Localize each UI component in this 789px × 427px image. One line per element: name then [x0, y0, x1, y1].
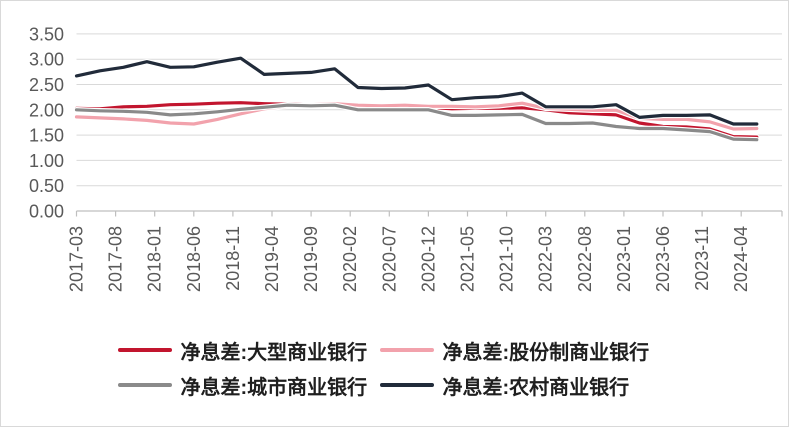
legend-swatch-rural-commercial-banks [379, 383, 434, 387]
legend-label: 净息差:股份制商业银行 [442, 341, 650, 364]
legend-swatch-city-commercial-banks [117, 383, 172, 387]
legend-item-large-commercial-banks: 净息差:大型商业银行 [117, 337, 380, 364]
x-axis-tick-label: 2018-11 [223, 226, 243, 291]
legend-label: 净息差:城市商业银行 [180, 376, 368, 399]
x-axis-tick-label: 2021-05 [458, 226, 478, 292]
legend-item-city-commercial-banks: 净息差:城市商业银行 [117, 372, 380, 399]
x-axis-tick-label: 2020-12 [418, 226, 438, 292]
x-axis-tick-label: 2024-04 [731, 226, 751, 292]
legend-item-joint-stock-commercial-banks: 净息差:股份制商业银行 [379, 337, 672, 364]
y-axis-tick-label: 1.00 [29, 151, 64, 171]
x-axis-tick-label: 2017-03 [67, 226, 87, 292]
x-axis-tick-label: 2018-06 [184, 226, 204, 292]
legend-label: 净息差:农村商业银行 [442, 376, 630, 399]
x-axis-labels: 2017-03 2017-08 2018-01 2018-06 2018-11 2019-… [67, 226, 752, 292]
x-axis-tick-label: 2017-08 [106, 226, 126, 292]
x-axis-tick-label: 2018-01 [145, 226, 165, 292]
x-axis-tick-label: 2023-11 [692, 226, 712, 291]
y-axis-tick-label: 0.00 [29, 202, 64, 222]
x-axis-tick-label: 2023-01 [614, 226, 634, 292]
x-axis-tick-label: 2023-06 [653, 226, 673, 292]
x-axis-tick-label: 2021-10 [497, 226, 517, 292]
y-axis-tick-label: 3.50 [29, 24, 64, 44]
y-axis-tick-label: 3.00 [29, 50, 64, 70]
x-axis-tick-label: 2020-02 [340, 226, 360, 292]
y-axis-tick-label: 2.00 [29, 100, 64, 120]
series-lines [73, 55, 760, 143]
legend-label: 净息差:大型商业银行 [180, 341, 368, 364]
series-line-city-commercial-banks [74, 103, 759, 142]
x-axis-tick-label: 2020-07 [379, 226, 399, 292]
y-axis-tick-label: 0.50 [29, 176, 64, 196]
y-axis-tick-label: 2.50 [29, 75, 64, 95]
series-line-rural-commercial-banks [74, 56, 759, 126]
x-axis-tick-label: 2019-09 [301, 226, 321, 292]
y-axis-labels: 0.00 0.50 1.00 1.50 2.00 2.50 3.00 3.50 [29, 24, 64, 221]
legend: 净息差:大型商业银行 净息差:股份制商业银行净息差:城市商业银行 净息差:农村商业银… [1, 337, 788, 399]
x-axis-tick-label: 2022-03 [536, 226, 556, 292]
x-axis-tick-label: 2022-08 [575, 226, 595, 292]
legend-swatch-joint-stock-commercial-banks [379, 348, 434, 352]
x-axis-tick-label: 2019-04 [262, 226, 282, 292]
legend-swatch-large-commercial-banks [117, 348, 172, 352]
legend-item-rural-commercial-banks: 净息差:农村商业银行 [379, 372, 672, 399]
x-axis [75, 210, 783, 217]
y-axis-tick-label: 1.50 [29, 126, 64, 146]
